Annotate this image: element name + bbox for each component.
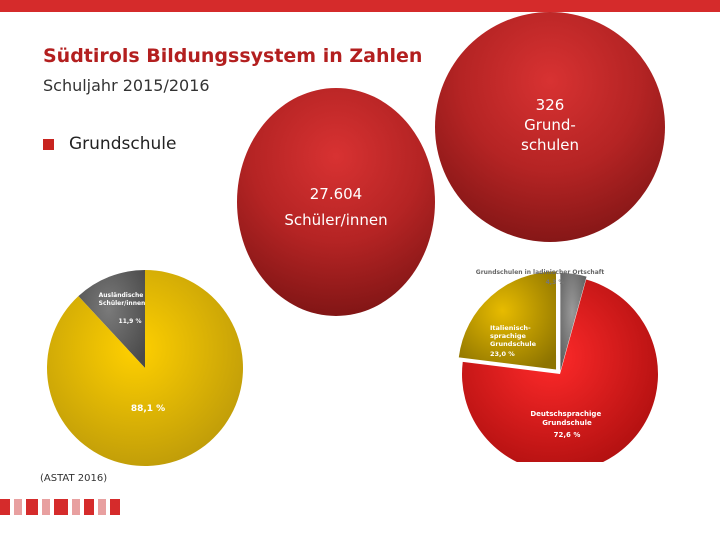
students-count-label: 27.604 Schüler/innen — [284, 181, 387, 233]
pie2-german-line-2: Grundschule — [542, 419, 592, 427]
pie1-value-label-foreign: 11,9 % — [119, 318, 142, 325]
pie2-italian-line-3: Grundschule — [490, 340, 537, 348]
pie1-category-label-foreign: Ausländische Schüler/innen — [99, 292, 146, 307]
footer-block-6 — [72, 499, 80, 515]
page-title: Südtirols Bildungssystem in Zahlen — [43, 45, 423, 67]
footer-color-strip — [0, 499, 140, 515]
pie2-italian-line-1: Italienisch- — [490, 324, 531, 332]
pie1-value-label-german: 88,1 % — [131, 404, 165, 414]
schools-count-bubble: 326 Grund- schulen — [435, 12, 665, 242]
pie2-value-label-ladin: 4,3 % — [546, 279, 565, 286]
bullet-label: Grundschule — [69, 134, 177, 154]
top-accent-bar — [0, 0, 720, 12]
pie1-slice-foreign — [78, 270, 145, 368]
pie2-category-label-german: Deutschsprachige Grundschule — [530, 410, 603, 427]
bullet-item-grundschule: Grundschule — [43, 134, 176, 154]
pie2-category-label-ladin: Grundschulen in ladinischer Ortschaft — [476, 269, 605, 276]
footer-block-3 — [26, 499, 38, 515]
students-count-unit: Schüler/innen — [284, 211, 388, 229]
pie-chart-foreign-students: 88,1 % Ausländische Schüler/innen 11,9 % — [47, 270, 243, 466]
footer-block-5 — [54, 499, 68, 515]
pie1-category-line-2: Schüler/innen — [99, 300, 146, 307]
footer-block-2 — [14, 499, 22, 515]
footer-block-7 — [84, 499, 94, 515]
pie-chart-school-language: Grundschulen in ladinischer Ortschaft 4,… — [458, 269, 658, 462]
students-count-bubble: 27.604 Schüler/innen — [237, 88, 435, 316]
source-note: (ASTAT 2016) — [40, 473, 108, 484]
pie1-category-line-1: Ausländische — [99, 292, 144, 299]
pie2-category-label-italian: Italienisch- sprachige Grundschule — [490, 324, 537, 348]
footer-block-4 — [42, 499, 50, 515]
schools-count-label: 326 Grund- schulen — [521, 95, 579, 155]
square-bullet-icon — [43, 138, 54, 150]
pie2-value-label-italian: 23,0 % — [490, 350, 515, 358]
page-subtitle: Schuljahr 2015/2016 — [43, 76, 210, 95]
pie2-value-label-german: 72,6 % — [554, 431, 581, 439]
pie2-slice-italian — [458, 271, 557, 370]
pie2-german-line-1: Deutschsprachige — [530, 410, 601, 418]
pie2-italian-line-2: sprachige — [490, 332, 526, 340]
schools-count-line-2: Grund- — [524, 116, 576, 134]
footer-block-9 — [110, 499, 120, 515]
pie2-slice-german — [462, 279, 658, 462]
schools-count-number: 326 — [535, 96, 565, 114]
pie2-slice-ladin — [560, 273, 587, 372]
footer-block-8 — [98, 499, 106, 515]
schools-count-line-3: schulen — [521, 136, 579, 154]
pie1-slice-german — [47, 270, 243, 466]
students-count-number: 27.604 — [309, 185, 363, 203]
footer-block-1 — [0, 499, 10, 515]
